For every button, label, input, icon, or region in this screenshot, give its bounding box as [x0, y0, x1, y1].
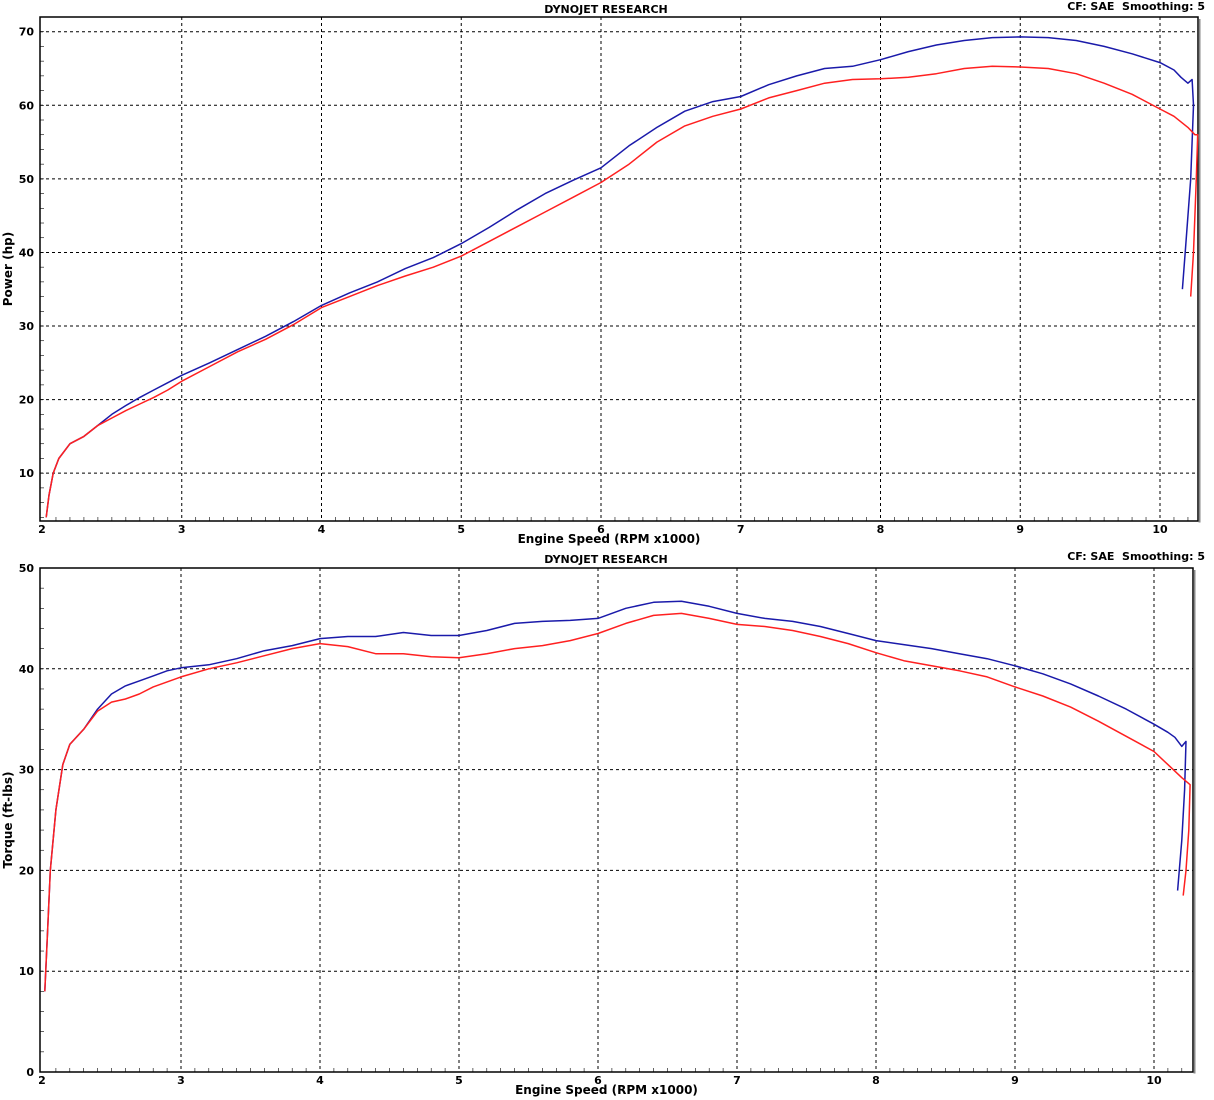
x-tick-label: 4: [318, 523, 326, 536]
y-tick-label: 50: [19, 562, 35, 575]
x-tick-label: 10: [1152, 523, 1168, 536]
y-tick-label: 40: [19, 246, 35, 259]
x-tick-label: 6: [597, 523, 605, 536]
x-axis-label: Engine Speed (RPM x1000): [518, 532, 701, 546]
chart-settings: CF: SAE Smoothing: 5: [1067, 0, 1205, 13]
x-tick-label: 9: [1011, 1074, 1019, 1087]
y-tick-label: 40: [19, 663, 35, 676]
y-tick-label: 30: [19, 764, 35, 777]
x-tick-label: 5: [457, 523, 465, 536]
chart-settings: CF: SAE Smoothing: 5: [1067, 550, 1205, 563]
y-axis-label: Torque (ft-lbs): [1, 772, 15, 869]
x-tick-label: 2: [38, 1074, 46, 1087]
series-line-red: [45, 65, 1199, 518]
y-tick-label: 20: [19, 394, 35, 407]
x-tick-label: 3: [178, 523, 186, 536]
x-tick-label: 10: [1146, 1074, 1162, 1087]
x-tick-label: 8: [877, 523, 885, 536]
chart-title: DYNOJET RESEARCH: [544, 3, 667, 16]
y-tick-label: 20: [19, 864, 35, 877]
y-tick-label: 70: [19, 26, 35, 39]
x-tick-label: 9: [1016, 523, 1024, 536]
plot-frame: [39, 567, 1194, 1073]
x-axis-label: Engine Speed (RPM x1000): [515, 1083, 698, 1097]
y-tick-label: 50: [19, 173, 35, 186]
power-chart: 2 3 4 5 6 7 8 9 10 10 20 30 40 50 60 70 DYNOJET RESEARCH…: [1, 0, 1205, 546]
y-tick-label: 60: [19, 99, 35, 112]
torque-chart: 2 3 4 5 6 7 8 9 10 0 10 20 30 40 50 DYNOJET RESEARCH CF:…: [1, 550, 1205, 1097]
series-line-blue: [44, 600, 1187, 992]
x-tick-label: 4: [316, 1074, 324, 1087]
y-tick-label: 30: [19, 320, 35, 333]
x-tick-label: 2: [38, 523, 46, 536]
x-tick-label: 3: [177, 1074, 185, 1087]
x-tick-label: 7: [737, 523, 745, 536]
y-tick-label: 10: [19, 965, 35, 978]
x-tick-label: 5: [455, 1074, 463, 1087]
y-axis-label: Power (hp): [1, 232, 15, 306]
x-tick-label: 6: [594, 1074, 602, 1087]
plot-frame: [39, 16, 1199, 522]
chart-title: DYNOJET RESEARCH: [544, 553, 667, 566]
series-line-red: [44, 612, 1191, 992]
x-tick-label: 8: [872, 1074, 880, 1087]
x-tick-label: 7: [733, 1074, 741, 1087]
series-line-blue: [45, 36, 1195, 518]
y-tick-label: 0: [26, 1066, 34, 1079]
y-tick-label: 10: [19, 467, 35, 480]
